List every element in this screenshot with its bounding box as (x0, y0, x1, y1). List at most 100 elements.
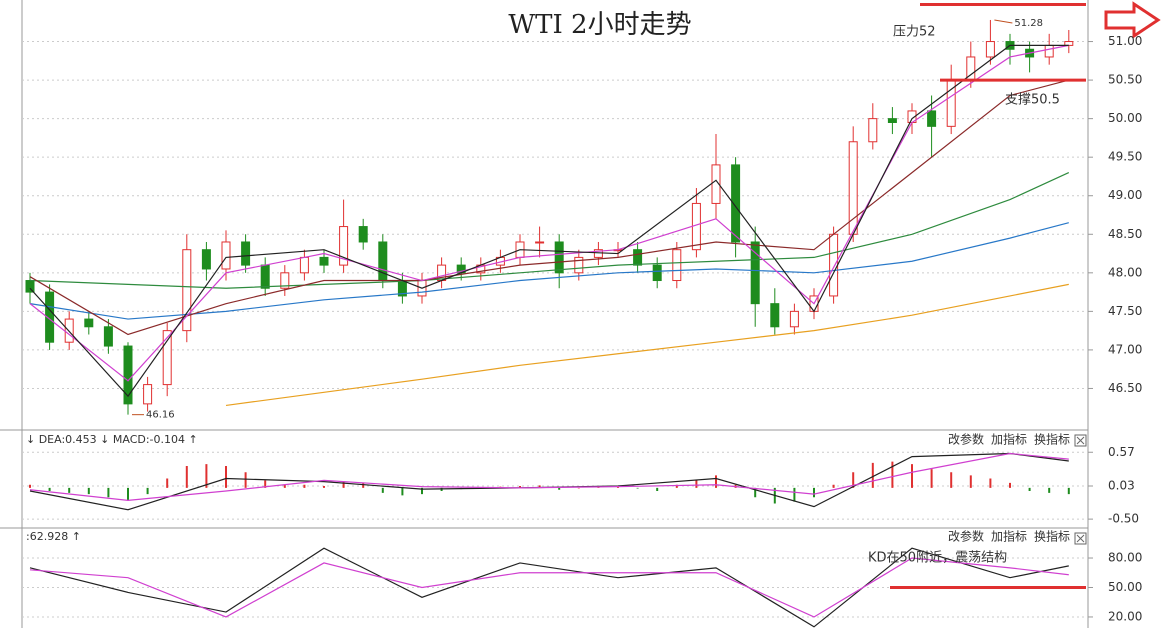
candle-body (280, 272, 290, 289)
histogram-bar (636, 487, 639, 489)
annotation: 支撑50.5 (1005, 93, 1060, 108)
y-tick-label: 0.57 (1108, 445, 1135, 459)
high-label: 51.28 (1014, 18, 1043, 29)
histogram-bar (871, 462, 874, 488)
toolbar-button[interactable]: 改参数 (948, 432, 984, 447)
y-tick-label: 50.00 (1108, 111, 1142, 125)
candle-body (339, 226, 349, 266)
histogram-bar (381, 487, 384, 493)
candle-body (1044, 44, 1054, 58)
annotation: 压力52 (893, 25, 936, 40)
histogram-bar (323, 486, 325, 488)
candle-body (652, 264, 662, 282)
histogram-bar (1028, 487, 1031, 491)
histogram-bar (617, 486, 619, 488)
candle-body (789, 310, 799, 328)
histogram-bar (813, 487, 815, 498)
y-tick-label: 80.00 (1108, 551, 1142, 565)
candle-body (691, 202, 701, 251)
indicator-line (29, 79, 1069, 336)
y-tick-label: 49.50 (1108, 150, 1142, 164)
histogram-bar (205, 464, 208, 488)
candle-body (672, 249, 682, 282)
candle-body (319, 256, 329, 266)
histogram-bar (989, 478, 992, 488)
candle-body (123, 345, 133, 405)
candle-body (985, 41, 995, 58)
indicator-line (29, 452, 1069, 501)
y-tick-label: 20.00 (1108, 609, 1142, 623)
y-tick-label: 48.00 (1108, 265, 1142, 279)
candle-body (162, 330, 172, 386)
candle-body (750, 241, 760, 305)
close-icon (1076, 534, 1085, 543)
close-icon (1076, 436, 1085, 445)
histogram-bar (127, 487, 129, 501)
toolbar-button[interactable]: 加指标 (991, 432, 1027, 447)
toolbar-button[interactable]: 换指标 (1034, 432, 1070, 447)
histogram-bar (675, 484, 678, 488)
histogram-bar (754, 487, 757, 498)
histogram-bar (911, 464, 913, 488)
histogram-bar (283, 484, 286, 488)
chart-title: WTI 2小时走势 (508, 10, 691, 40)
histogram-bar (48, 487, 51, 491)
histogram-bar (421, 487, 423, 495)
candle-body (593, 249, 603, 258)
candle-body (574, 256, 584, 274)
y-tick-label: 47.50 (1108, 304, 1142, 318)
y-tick-label: -0.50 (1108, 512, 1139, 526)
candle-body (868, 118, 878, 143)
histogram-bar (342, 481, 345, 488)
candle-body (829, 233, 839, 297)
histogram-bar (969, 475, 972, 488)
histogram-bar (264, 480, 267, 488)
indicator-header: ↓ DEA:0.453 ↓ MACD:-0.104 ↑ (26, 433, 198, 446)
toolbar-button[interactable]: 改参数 (948, 529, 984, 544)
indicator-line (29, 222, 1069, 320)
candle-body (143, 384, 153, 405)
candle-body (731, 164, 741, 243)
histogram-bar (950, 472, 953, 488)
toolbar-button[interactable]: 加指标 (991, 529, 1027, 544)
toolbar-button[interactable]: 换指标 (1034, 529, 1070, 544)
histogram-bar (68, 487, 71, 493)
histogram-bar (29, 484, 31, 488)
histogram-bar (930, 469, 933, 488)
histogram-bar (244, 472, 247, 488)
indicator-line (225, 283, 1069, 407)
indicator-header: :62.928 ↑ (26, 530, 81, 543)
y-tick-label: 0.03 (1108, 479, 1135, 493)
histogram-bar (891, 461, 894, 488)
annotation: KD在50附近，震荡结构 (868, 551, 1007, 566)
arrow-icon (1104, 1, 1161, 39)
candle-body (201, 249, 211, 270)
indicator-line (29, 44, 1069, 398)
histogram-bar (519, 486, 521, 488)
histogram-bar (401, 487, 404, 496)
histogram-bar (107, 487, 110, 498)
marker-line (994, 19, 1013, 24)
candle-body (221, 241, 231, 270)
candle-body (241, 241, 251, 266)
histogram-bar (695, 480, 698, 488)
candle-body (358, 226, 368, 243)
y-tick-label: 50.50 (1108, 73, 1142, 87)
histogram-bar (1009, 482, 1011, 488)
histogram-bar (832, 484, 835, 488)
histogram-bar (303, 484, 306, 488)
y-tick-label: 48.50 (1108, 227, 1142, 241)
indicator-line (29, 44, 1069, 382)
histogram-bar (362, 482, 365, 488)
y-tick-label: 46.50 (1108, 381, 1142, 395)
indicator-line (29, 547, 1069, 628)
y-tick-label: 47.00 (1108, 342, 1142, 356)
histogram-bar (1048, 487, 1051, 493)
candle-body (25, 280, 35, 293)
histogram-bar (166, 478, 169, 488)
histogram-bar (852, 472, 855, 488)
histogram-bar (185, 466, 188, 488)
histogram-bar (538, 485, 541, 488)
y-tick-label: 51.00 (1108, 34, 1142, 48)
